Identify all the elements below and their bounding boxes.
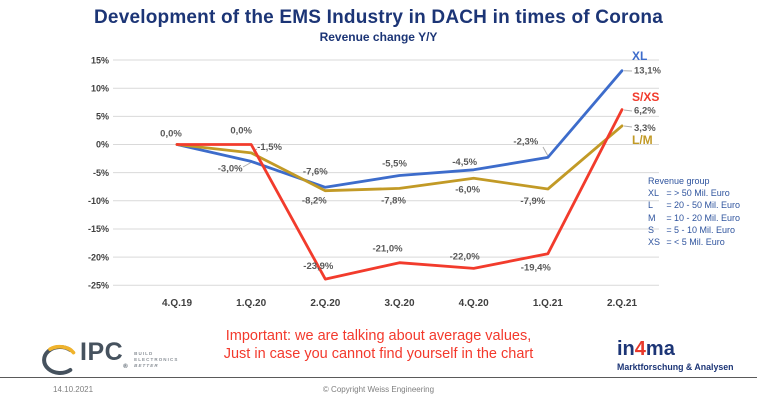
legend-entry-m: M = 10 - 20 Mil. Euro (648, 212, 741, 223)
label-leader-line (542, 146, 549, 157)
legend-entry-l: L = 20 - 50 Mil. Euro (648, 200, 741, 211)
data-point-label: 0,0% (230, 126, 252, 137)
data-point-label: -21,0% (372, 244, 403, 255)
legend-entry-xs: XS = < 5 Mil. Euro (648, 237, 725, 248)
y-axis-label: 5% (96, 112, 109, 122)
label-leader-line (242, 162, 252, 168)
x-axis-label: 3.Q.20 (384, 298, 414, 309)
y-axis-label: -10% (88, 196, 109, 206)
data-point-label: 13,1% (634, 66, 661, 77)
in4ma-wordmark: in4ma (617, 338, 675, 360)
note-line-1: Important: we are talking about average … (225, 328, 532, 344)
registered-mark: ® (123, 364, 129, 370)
series-name-label-s-xs: S/XS (632, 90, 659, 104)
y-axis-label: 10% (91, 83, 109, 93)
data-point-label: -19,4% (521, 263, 552, 274)
footer-date: 14.10.2021 (53, 385, 94, 394)
series-line-s-xs (175, 108, 624, 281)
series-name-label-xl: XL (632, 49, 647, 63)
label-leader-line (623, 125, 633, 128)
y-axis-label: -5% (93, 168, 109, 178)
data-point-label: 3,3% (634, 123, 656, 134)
note-line-2: Just in case you cannot find yourself in… (223, 345, 534, 362)
data-point-label: -22,0% (450, 251, 481, 262)
data-point-label: -7,9% (520, 196, 545, 207)
ipc-swoosh-icon (42, 344, 76, 375)
data-point-label: -5,5% (382, 158, 407, 169)
y-axis-label: -20% (88, 252, 109, 262)
x-axis-label: 2.Q.21 (607, 298, 637, 309)
y-axis-label: -15% (88, 224, 109, 234)
data-point-label: -1,5% (257, 142, 282, 153)
data-point-label: -2,3% (513, 136, 538, 147)
x-axis-label: 4.Q.20 (459, 298, 489, 309)
y-axis-label: 0% (96, 140, 109, 150)
legend-entry-s: S = 5 - 10 Mil. Euro (648, 224, 736, 235)
data-point-label: -8,2% (302, 196, 327, 207)
x-axis-label: 1.Q.20 (236, 298, 266, 309)
y-axis-label: 15% (91, 55, 109, 65)
legend-entry-xl: XL = > 50 Mil. Euro (648, 188, 730, 199)
in4ma-subtitle: Marktforschung & Analysen (617, 362, 734, 372)
data-point-label: 6,2% (634, 106, 656, 117)
data-point-label: 0,0% (160, 129, 182, 140)
important-note: Important: we are talking about average … (0, 328, 757, 363)
x-axis-label: 2.Q.20 (310, 298, 340, 309)
data-point-label: -7,8% (381, 195, 406, 206)
ipc-logo: IPC® BUILD ELECTRONICS BETTER (40, 340, 178, 380)
data-point-label: -7,6% (303, 166, 328, 177)
footer-copyright: © Copyright Weiss Engineering (322, 385, 435, 394)
x-axis-label: 1.Q.21 (533, 298, 563, 309)
label-leader-line (623, 109, 633, 112)
x-axis-label: 4.Q.19 (162, 298, 192, 309)
footer-divider (0, 377, 757, 378)
series-line-xl (175, 69, 624, 189)
y-axis-label: -25% (88, 280, 109, 290)
ipc-wordmark: IPC® (80, 338, 129, 371)
series-line-l-m (175, 124, 624, 193)
data-point-label: -6,0% (455, 184, 480, 195)
page-title: Development of the EMS Industry in DACH … (94, 7, 663, 28)
chart-subtitle: Revenue change Y/Y (319, 30, 438, 44)
legend-title: Revenue group (648, 176, 710, 186)
data-point-label: -23,9% (303, 261, 334, 272)
ipc-tagline: BUILD ELECTRONICS BETTER (134, 351, 179, 368)
data-point-label: -3,0% (218, 163, 243, 174)
series-name-label-l-m: L/M (632, 133, 653, 147)
in4ma-logo: in4ma Marktforschung & Analysen (617, 338, 734, 372)
legend: Revenue group XL = > 50 Mil. Euro L = 20 - 50… (648, 175, 756, 248)
legend-entries: XL = > 50 Mil. Euro L = 20 - 50 Mil. Euro M = 10… (648, 187, 756, 248)
data-point-label: -4,5% (452, 157, 477, 168)
